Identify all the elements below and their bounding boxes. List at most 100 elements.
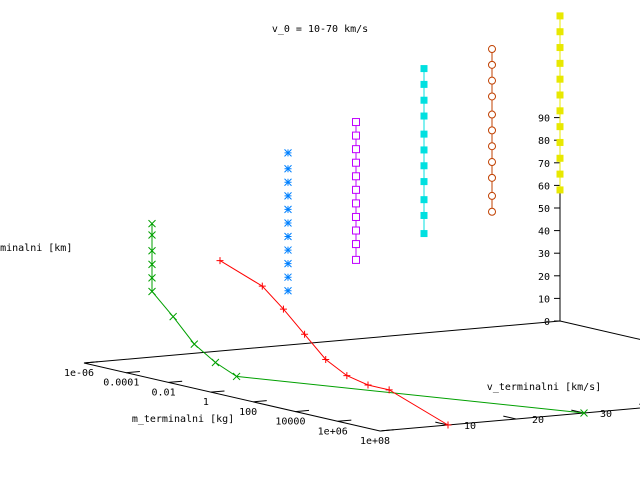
data-point-x: [211, 358, 220, 367]
z-tick-label: 10: [538, 294, 550, 305]
data-point-filled-square: [420, 230, 428, 238]
data-point-plus: [279, 305, 287, 313]
data-point-filled-square: [420, 65, 428, 73]
data-point-star: [284, 259, 292, 268]
z-tick-label: 60: [538, 181, 550, 192]
data-series: [284, 149, 292, 295]
data-point-filled-square: [556, 59, 564, 67]
data-point-x: [148, 287, 156, 296]
x-tick-label: 0.01: [152, 387, 176, 398]
data-point-open-circle: [488, 45, 496, 54]
z-tick-label: 20: [538, 272, 550, 283]
data-point-filled-square: [556, 123, 564, 131]
z-tick-label: 90: [538, 114, 550, 125]
x-axis-tick: [126, 371, 140, 374]
data-point-filled-square: [556, 91, 564, 99]
data-point-open-circle: [488, 142, 496, 151]
z-tick-label: 70: [538, 159, 550, 170]
data-point-open-square: [352, 158, 360, 167]
data-point-plus: [444, 421, 452, 429]
data-point-filled-square: [420, 196, 428, 204]
x-tick-label: 0.0001: [103, 378, 139, 389]
data-point-open-square: [352, 185, 360, 194]
data-point-open-circle: [488, 92, 496, 101]
data-point-plus: [385, 386, 393, 394]
data-point-filled-square: [556, 154, 564, 162]
data-point-star: [284, 219, 292, 227]
data-point-open-square: [352, 172, 360, 181]
data-point-open-square: [352, 240, 360, 249]
data-point-filled-square: [556, 75, 564, 83]
data-point-filled-square: [556, 12, 564, 20]
x-tick-label: 1: [203, 397, 209, 408]
data-point-filled-square: [420, 130, 428, 138]
data-point-filled-square: [556, 138, 564, 146]
data-point-open-circle: [488, 126, 496, 135]
x-axis-tick: [295, 409, 310, 413]
data-series: [352, 118, 360, 264]
data-point-x: [232, 372, 241, 381]
data-point-x: [580, 409, 588, 417]
data-point-open-square: [352, 212, 360, 221]
series-group: [148, 12, 588, 429]
data-point-open-square: [352, 226, 360, 235]
data-point-plus: [258, 282, 266, 290]
data-point-open-circle: [488, 110, 496, 119]
data-point-plus: [364, 381, 372, 389]
z-tick-label: 40: [538, 227, 550, 238]
data-point-plus: [216, 257, 224, 265]
y-tick-label: 20: [532, 415, 544, 426]
data-point-open-square: [352, 145, 360, 154]
data-point-filled-square: [420, 96, 428, 104]
data-point-open-square: [352, 118, 360, 127]
data-point-plus: [322, 355, 330, 363]
data-point-open-square: [352, 255, 360, 264]
x-axis-tick: [83, 361, 98, 364]
data-point-star: [284, 246, 292, 254]
data-point-filled-square: [556, 28, 564, 36]
x-tick-label: 10000: [275, 417, 305, 428]
z-tick-label: 50: [538, 204, 550, 215]
data-point-x: [148, 260, 156, 269]
data-point-plus: [343, 372, 351, 380]
data-series: [556, 12, 564, 194]
data-series: [488, 45, 496, 216]
data-point-open-square: [352, 199, 360, 208]
data-point-x: [169, 312, 177, 321]
data-point-star: [284, 273, 292, 282]
data-point-filled-square: [420, 178, 428, 186]
x-axis-tick: [337, 419, 352, 422]
x-tick-label: 1e+06: [318, 426, 348, 437]
x-tick-label: 1e-06: [64, 368, 94, 379]
data-point-plus: [301, 330, 309, 338]
data-point-open-circle: [488, 158, 496, 167]
data-point-star: [284, 191, 292, 200]
data-point-star: [284, 205, 292, 214]
data-point-star: [284, 286, 292, 295]
data-point-x: [148, 274, 156, 282]
data-point-x: [148, 219, 156, 228]
data-point-filled-square: [420, 146, 428, 154]
data-point-filled-square: [420, 112, 428, 120]
data-point-star: [284, 232, 292, 241]
x-tick-label: 100: [239, 407, 257, 418]
data-point-filled-square: [556, 186, 564, 194]
x-axis-tick: [210, 390, 225, 393]
data-point-open-circle: [488, 76, 496, 85]
x-axis-tick: [253, 400, 267, 403]
data-point-filled-square: [556, 170, 564, 178]
data-point-star: [284, 178, 292, 187]
y-axis-label: v_terminalni [km/s]: [487, 382, 601, 393]
x-axis-label: m_terminalni [kg]: [132, 414, 234, 425]
data-point-x: [190, 340, 199, 348]
data-point-x: [148, 231, 156, 239]
y-tick-label: 30: [600, 409, 612, 420]
data-series: [148, 219, 588, 417]
z-tick-label: 30: [538, 249, 550, 260]
data-point-open-circle: [488, 207, 496, 216]
chart-title: v_0 = 10-70 km/s: [272, 24, 368, 35]
data-point-open-square: [352, 131, 360, 140]
data-point-star: [284, 164, 292, 173]
y-axis-tick: [503, 415, 517, 420]
